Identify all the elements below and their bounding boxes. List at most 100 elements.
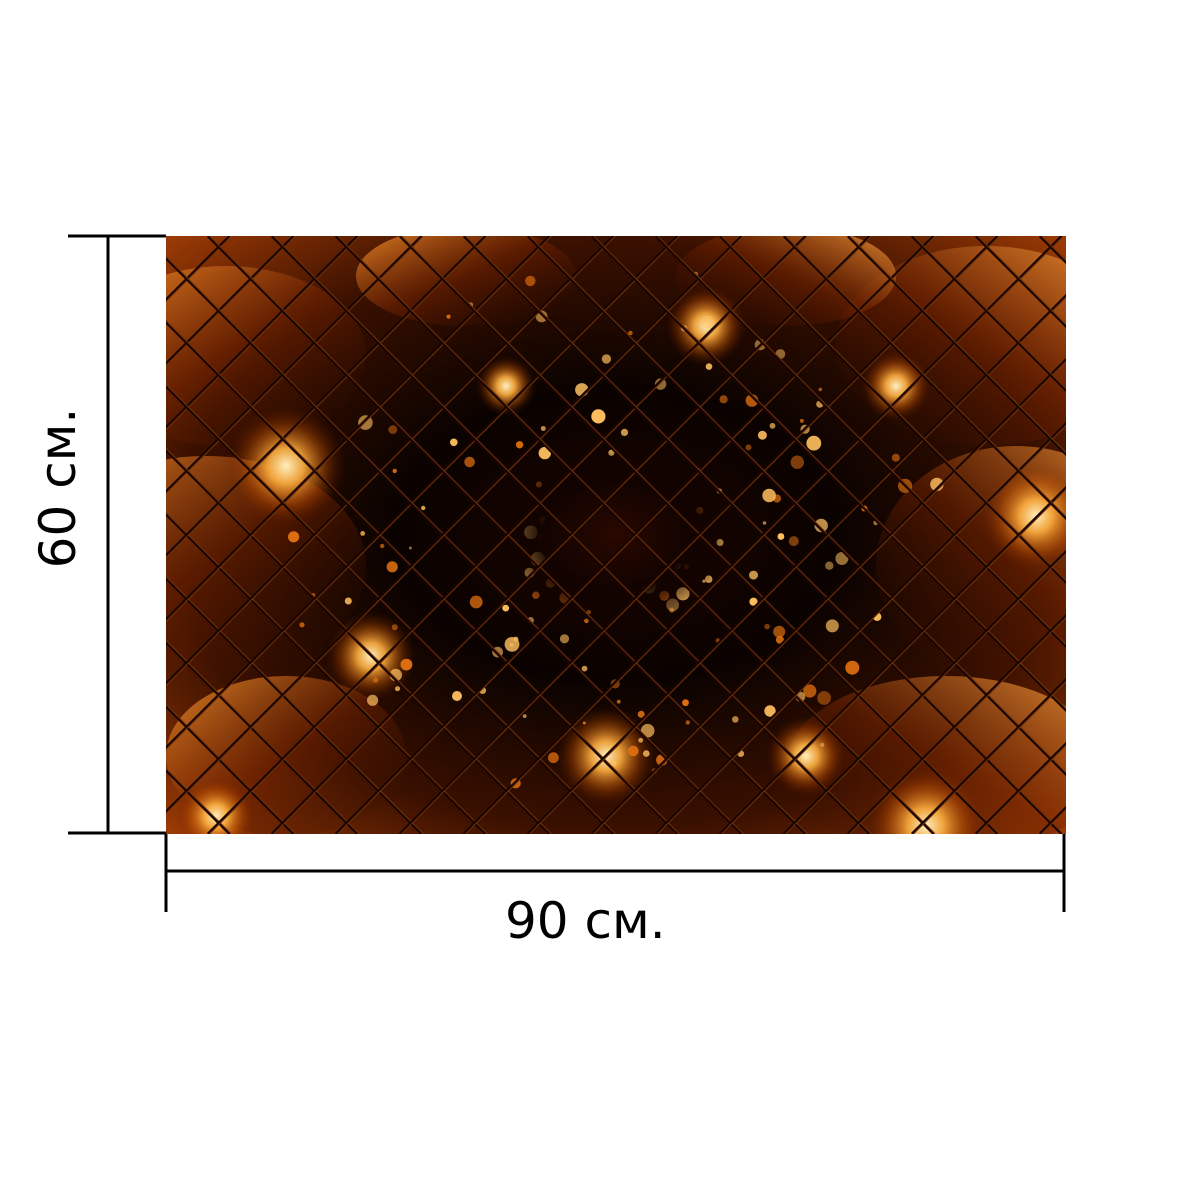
tile-grid-line-22 bbox=[166, 236, 488, 559]
tile-grid-line-78 bbox=[782, 549, 1066, 834]
spark-80 bbox=[773, 625, 786, 638]
spark-114 bbox=[452, 691, 462, 701]
tile-grid-line-18 bbox=[166, 236, 424, 495]
spark-33 bbox=[288, 531, 300, 543]
spark-42 bbox=[643, 750, 650, 757]
spark-83 bbox=[654, 378, 667, 390]
tile-grid-highlight-75 bbox=[721, 488, 1066, 834]
spark-5 bbox=[299, 622, 305, 628]
spark-13 bbox=[719, 395, 728, 404]
glow-large-8 bbox=[861, 351, 931, 421]
tile-grid-line-54 bbox=[398, 236, 1000, 834]
tile-grid-line-34 bbox=[166, 236, 680, 751]
tile-grid-highlight-23 bbox=[166, 236, 488, 559]
spark-127 bbox=[820, 742, 825, 747]
spark-29 bbox=[515, 441, 524, 449]
spark-55 bbox=[525, 275, 536, 287]
width-label: 90 см. bbox=[505, 892, 666, 950]
spark-44 bbox=[799, 418, 804, 423]
tile-grid-highlight-77 bbox=[785, 236, 1066, 518]
spark-117 bbox=[762, 521, 767, 525]
spark-75 bbox=[469, 595, 483, 609]
tile-grid-line-84 bbox=[910, 236, 1066, 393]
spark-110 bbox=[825, 619, 839, 633]
spark-112 bbox=[616, 699, 621, 704]
height-label: 60 см. bbox=[29, 407, 87, 569]
spark-28 bbox=[344, 597, 352, 605]
spark-51 bbox=[891, 453, 900, 462]
spark-65 bbox=[408, 546, 412, 550]
tile-grid-highlight-13 bbox=[166, 639, 360, 834]
spark-130 bbox=[701, 315, 714, 329]
tile-grid-highlight-17 bbox=[166, 575, 424, 834]
tile-grid-line-26 bbox=[166, 236, 552, 623]
tile-grid-highlight-71 bbox=[657, 424, 1066, 834]
tile-grid-line-38 bbox=[166, 236, 744, 815]
tile-grid-line-82 bbox=[846, 613, 1066, 834]
spark-2 bbox=[548, 752, 559, 764]
spark-90 bbox=[628, 745, 639, 757]
spark-7 bbox=[637, 710, 645, 718]
spark-72 bbox=[749, 570, 758, 580]
tile-grid-line-16 bbox=[166, 575, 424, 834]
tile-grid-highlight-63 bbox=[529, 296, 1066, 834]
sheen-6 bbox=[356, 236, 576, 326]
spark-69 bbox=[522, 714, 527, 718]
tile-grid-line-12 bbox=[166, 639, 360, 834]
spark-18 bbox=[788, 536, 799, 547]
spark-61 bbox=[504, 637, 520, 652]
tile-grid-highlight-81 bbox=[849, 236, 1066, 454]
tile-grid-line-30 bbox=[166, 236, 616, 687]
tile-grid-line-66 bbox=[590, 357, 1066, 834]
tile-grid-highlight-31 bbox=[166, 236, 616, 687]
glow-large-5 bbox=[866, 766, 986, 834]
spark-101 bbox=[777, 533, 785, 540]
spark-6 bbox=[540, 426, 546, 431]
spark-111 bbox=[360, 531, 366, 536]
glow-large-3 bbox=[766, 716, 846, 796]
tile-grid-highlight-87 bbox=[913, 680, 1066, 834]
tile-grid-highlight-9 bbox=[166, 703, 296, 834]
spark-50 bbox=[640, 723, 655, 738]
tile-grid-highlight-15 bbox=[166, 236, 360, 431]
spark-47 bbox=[764, 623, 770, 630]
tile-grid-highlight-11 bbox=[166, 236, 296, 367]
spark-66 bbox=[749, 597, 758, 606]
spark-64 bbox=[388, 425, 398, 434]
spark-48 bbox=[803, 684, 817, 698]
spark-32 bbox=[421, 505, 426, 511]
spark-63 bbox=[559, 634, 570, 644]
tile-grid-line-70 bbox=[654, 421, 1066, 834]
spark-0 bbox=[380, 543, 385, 549]
spark-57 bbox=[601, 354, 612, 364]
spark-86 bbox=[395, 686, 400, 692]
tile-grid-highlight-39 bbox=[166, 236, 744, 815]
spark-38 bbox=[818, 387, 823, 392]
spark-35 bbox=[806, 435, 822, 451]
tile-grid-line-14 bbox=[166, 236, 360, 431]
spark-40 bbox=[682, 699, 689, 707]
tile-grid-line-86 bbox=[910, 677, 1066, 834]
spark-59 bbox=[790, 455, 804, 469]
tile-grid-highlight-43 bbox=[209, 236, 808, 834]
spark-96 bbox=[762, 488, 776, 503]
tile-grid-highlight-67 bbox=[593, 360, 1066, 834]
glow-large-9 bbox=[176, 776, 256, 834]
fractal-artwork bbox=[166, 236, 1066, 834]
spark-118 bbox=[446, 314, 451, 319]
tile-grid-line-42 bbox=[206, 236, 808, 834]
tile-grid-highlight-59 bbox=[465, 236, 1064, 834]
tile-grid-line-58 bbox=[462, 236, 1064, 834]
spark-43 bbox=[373, 677, 379, 683]
spark-77 bbox=[610, 760, 617, 767]
tile-grid-line-50 bbox=[334, 236, 936, 834]
spark-34 bbox=[757, 430, 767, 440]
glow-large-7 bbox=[476, 356, 536, 416]
tile-grid-highlight-79 bbox=[785, 552, 1066, 834]
tile-grid-line-62 bbox=[526, 293, 1066, 834]
spark-139 bbox=[391, 624, 398, 631]
spark-9 bbox=[769, 422, 776, 429]
spark-120 bbox=[386, 561, 398, 573]
spark-99 bbox=[732, 716, 739, 723]
spark-87 bbox=[464, 456, 475, 468]
